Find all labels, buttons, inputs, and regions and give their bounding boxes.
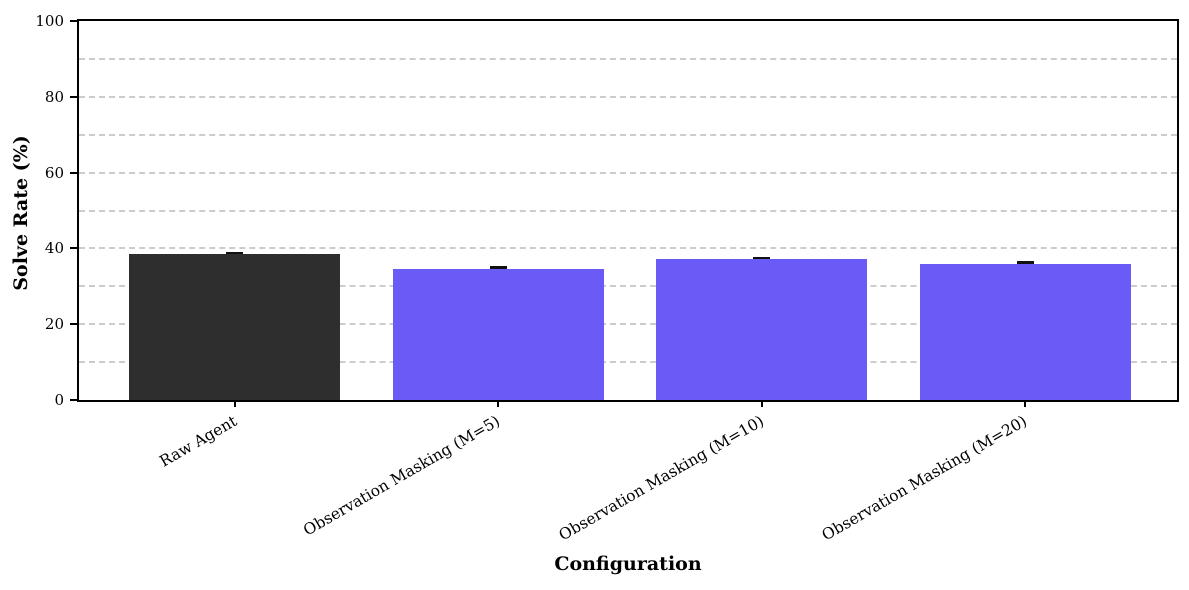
gridline: [79, 247, 1177, 250]
error-bar-stub: [1024, 261, 1026, 264]
gridline: [79, 171, 1177, 174]
x-axis-label: Configuration: [554, 553, 702, 575]
x-tick: [1024, 400, 1026, 407]
gridline: [79, 133, 1177, 136]
bar: [656, 259, 867, 400]
x-tick: [233, 400, 236, 407]
gridline: [79, 361, 1177, 364]
bar: [392, 268, 604, 400]
x-tick: [497, 400, 499, 407]
y-tick-label: 80: [44, 87, 64, 106]
bar: [919, 263, 1131, 400]
y-tick: [70, 323, 77, 326]
x-tick-label: Raw Agent: [156, 412, 240, 471]
y-axis-label: Solve Rate (%): [10, 135, 32, 291]
plot-area: [77, 19, 1179, 402]
gridline: [79, 57, 1177, 60]
y-tick-label: 20: [44, 315, 64, 334]
gridline: [79, 209, 1177, 212]
y-tick: [70, 95, 77, 98]
error-bar-stub: [760, 256, 763, 260]
y-tick: [70, 247, 77, 250]
x-tick-label: Observation Masking (M=5): [300, 412, 503, 540]
y-tick-label: 60: [44, 163, 64, 182]
error-bar-stub: [233, 251, 236, 255]
x-tick-label: Observation Masking (M=20): [818, 412, 1030, 545]
gridline: [79, 323, 1177, 326]
y-tick-label: 100: [35, 12, 64, 30]
y-tick: [70, 171, 77, 174]
gridline: [79, 95, 1177, 98]
y-tick: [70, 399, 77, 401]
x-tick: [760, 400, 763, 407]
bar: [129, 254, 340, 400]
y-tick-label: 40: [44, 239, 64, 258]
y-tick: [70, 20, 77, 22]
y-tick-label: 0: [54, 391, 64, 409]
error-bar-stub: [497, 266, 499, 269]
gridline: [79, 285, 1177, 288]
